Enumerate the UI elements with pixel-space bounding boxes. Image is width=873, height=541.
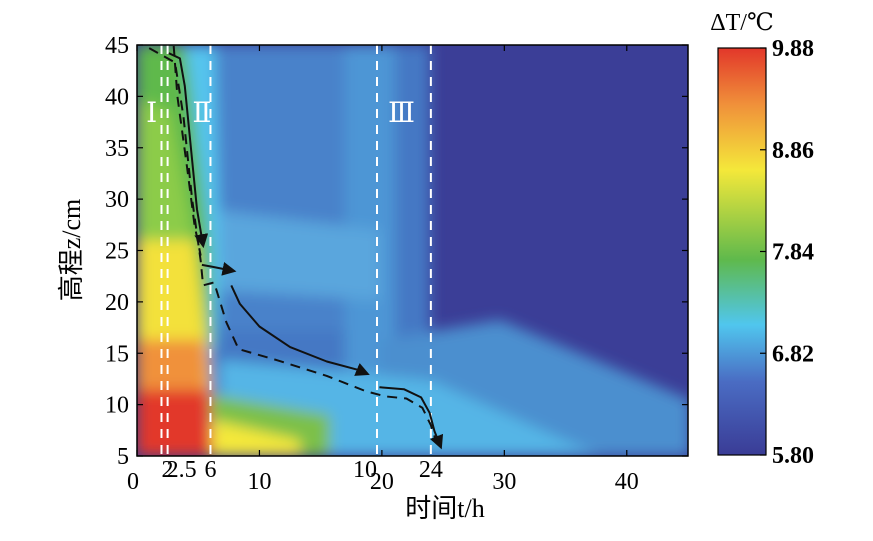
y-tick-label: 30 (105, 187, 129, 213)
x-tick-label: 20 (370, 469, 394, 495)
x-tick-label: 10 (247, 469, 271, 495)
region-labels: Ⅰ Ⅱ Ⅲ (146, 98, 415, 129)
x-tick-label: 30 (492, 469, 516, 495)
time-marker-label: 6 (204, 457, 216, 483)
y-tick-label: 25 (105, 239, 129, 265)
colorbar-gradient (717, 47, 767, 456)
time-marker-label: 2.5 (167, 457, 197, 483)
colorbar: ΔT/℃ 9.88 8.86 7.84 6.82 5.80 (710, 10, 814, 469)
arrow-line (379, 386, 444, 450)
time-marker-lines (160, 45, 432, 456)
y-axis-title: 高程z/cm (57, 199, 86, 302)
x-axis: 0 10 20 30 40 (127, 45, 639, 495)
colorbar-tick-label: 7.84 (772, 240, 814, 266)
arrow-paths (148, 45, 444, 450)
y-tick-label: 45 (105, 33, 129, 59)
time-marker-label: 2 (161, 457, 173, 483)
region-label: Ⅱ (192, 98, 211, 129)
y-tick-label: 15 (105, 341, 129, 367)
y-tick-label: 35 (105, 136, 129, 162)
arrow-line (168, 52, 209, 249)
arrow-line (230, 284, 370, 376)
y-tick-label: 5 (117, 444, 129, 470)
y-axis: 5 10 15 20 25 30 35 40 45 (105, 33, 688, 470)
colorbar-tick-label: 5.80 (772, 443, 814, 469)
y-tick-label: 20 (105, 290, 129, 316)
colorbar-tick-label: 9.88 (772, 36, 814, 62)
colorbar-tick-label: 6.82 (772, 341, 814, 367)
y-tick-label: 10 (105, 393, 129, 419)
x-tick-label: 0 (127, 469, 139, 495)
x-tick-label: 40 (615, 469, 639, 495)
time-marker-label: 24 (419, 457, 443, 483)
y-tick-label: 40 (105, 84, 129, 110)
colorbar-title: ΔT/℃ (710, 10, 774, 36)
time-marker-label: 10 (353, 457, 377, 483)
time-marker-labels: 22.5 6 10 24 (161, 457, 442, 483)
region-label: Ⅲ (388, 98, 415, 129)
colorbar-tick-label: 8.86 (772, 138, 814, 164)
dashed-trend-line (172, 45, 202, 256)
dashed-trend-line (148, 47, 437, 441)
heatmap-field (137, 45, 688, 456)
region-label: Ⅰ (146, 98, 157, 129)
arrow-line (201, 261, 237, 276)
x-axis-title: 时间t/h (405, 494, 484, 523)
